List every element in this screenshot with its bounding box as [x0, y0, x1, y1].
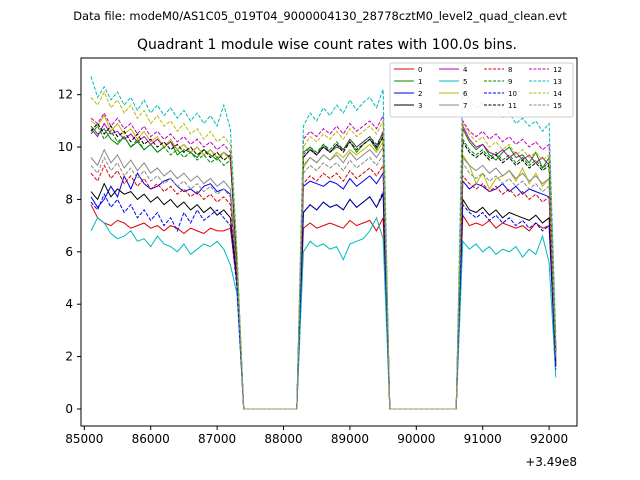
legend-label-5: 5: [463, 78, 467, 86]
legend-label-7: 7: [463, 102, 467, 110]
x-tick-label: 86000: [132, 432, 170, 446]
series-9-line: [90, 125, 557, 410]
series-10-line: [90, 191, 557, 410]
series-8-line: [90, 163, 557, 410]
legend-label-13: 13: [553, 78, 562, 86]
x-axis: 85000 86000 87000 88000 89000 90000 91000 92000: [65, 426, 568, 446]
series-14-line: [90, 90, 557, 410]
x-tick-label: 91000: [464, 432, 502, 446]
x-offset-label: +3.49e8: [525, 455, 577, 469]
legend-label-0: 0: [418, 66, 422, 74]
legend-label-1: 1: [418, 78, 422, 86]
y-tick-label: 6: [65, 245, 73, 259]
series-11-line: [90, 122, 557, 410]
suptitle: Data file: modeM0/AS1C05_019T04_90000041…: [73, 9, 567, 23]
y-axis: 0 2 4 6 8 10 12: [58, 88, 81, 416]
series-7-line: [90, 145, 557, 410]
series-12-line: [90, 111, 557, 410]
legend-label-9: 9: [508, 78, 512, 86]
legend-label-4: 4: [463, 66, 468, 74]
x-tick-label: 85000: [65, 432, 103, 446]
legend-label-14: 14: [553, 90, 562, 98]
x-tick-label: 89000: [331, 432, 369, 446]
series-0-line: [90, 204, 557, 410]
legend-label-3: 3: [418, 102, 422, 110]
legend-label-12: 12: [553, 66, 562, 74]
legend-label-11: 11: [508, 102, 517, 110]
y-tick-label: 10: [58, 140, 73, 154]
legend-label-6: 6: [463, 90, 468, 98]
x-tick-label: 88000: [264, 432, 302, 446]
legend-label-10: 10: [508, 90, 517, 98]
x-tick-label: 87000: [198, 432, 236, 446]
y-tick-label: 8: [65, 192, 73, 206]
axes-frame: [80, 57, 578, 427]
series-4-line: [90, 122, 557, 410]
chart-title: Quadrant 1 module wise count rates with …: [137, 37, 517, 53]
y-tick-label: 12: [58, 88, 73, 102]
series-5-line: [90, 216, 557, 410]
y-tick-label: 0: [65, 402, 73, 416]
series-3-line: [90, 182, 557, 410]
plot-lines: [90, 76, 557, 410]
legend-label-8: 8: [508, 66, 512, 74]
legend-label-2: 2: [418, 90, 422, 98]
x-tick-label: 92000: [530, 432, 568, 446]
y-tick-label: 2: [65, 350, 73, 364]
series-15-line: [90, 153, 557, 410]
legend-label-15: 15: [553, 102, 562, 110]
x-tick-label: 90000: [397, 432, 435, 446]
legend-frame: [389, 62, 574, 118]
y-tick-label: 4: [65, 297, 73, 311]
